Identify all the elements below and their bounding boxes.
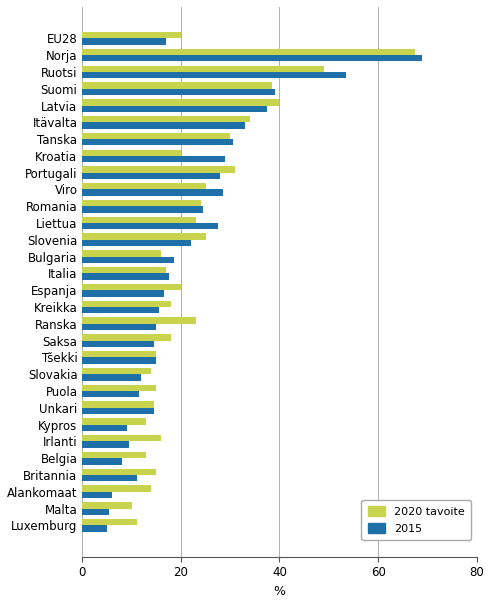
Bar — [82, 217, 196, 223]
Bar — [82, 385, 156, 391]
Bar — [82, 32, 181, 38]
Bar — [82, 189, 223, 196]
Bar — [82, 519, 136, 525]
Bar — [82, 200, 201, 206]
Bar — [82, 223, 218, 229]
Bar — [82, 318, 196, 324]
Bar — [82, 172, 220, 179]
Bar — [82, 368, 151, 374]
Bar — [82, 475, 136, 482]
Bar — [82, 418, 146, 425]
Bar — [82, 206, 203, 213]
Bar — [82, 38, 166, 45]
Bar — [82, 55, 422, 62]
Bar — [82, 358, 156, 364]
Bar — [82, 257, 173, 263]
Bar — [82, 391, 139, 397]
Bar — [82, 374, 141, 381]
Bar — [82, 408, 154, 414]
Bar — [82, 509, 109, 515]
Bar — [82, 442, 129, 448]
Bar — [82, 105, 267, 112]
Bar — [82, 284, 181, 290]
Bar — [82, 132, 230, 139]
Bar — [82, 240, 191, 246]
X-axis label: %: % — [273, 585, 285, 598]
Bar — [82, 273, 168, 280]
Bar — [82, 458, 122, 465]
Bar — [82, 502, 132, 509]
Legend: 2020 tavoite, 2015: 2020 tavoite, 2015 — [361, 500, 471, 540]
Bar — [82, 99, 279, 105]
Bar — [82, 250, 161, 257]
Bar — [82, 435, 161, 442]
Bar — [82, 452, 146, 458]
Bar — [82, 324, 156, 330]
Bar — [82, 139, 233, 145]
Bar — [82, 65, 324, 72]
Bar — [82, 82, 272, 89]
Bar — [82, 307, 159, 313]
Bar — [82, 267, 166, 273]
Bar — [82, 485, 151, 492]
Bar — [82, 402, 154, 408]
Bar — [82, 341, 154, 347]
Bar — [82, 290, 164, 296]
Bar — [82, 301, 171, 307]
Bar — [82, 149, 181, 156]
Bar — [82, 234, 206, 240]
Bar — [82, 351, 156, 358]
Bar — [82, 183, 206, 189]
Bar — [82, 525, 107, 532]
Bar — [82, 72, 346, 78]
Bar — [82, 49, 415, 55]
Bar — [82, 89, 274, 95]
Bar — [82, 469, 156, 475]
Bar — [82, 335, 171, 341]
Bar — [82, 116, 250, 122]
Bar — [82, 122, 245, 129]
Bar — [82, 156, 225, 162]
Bar — [82, 425, 127, 431]
Bar — [82, 492, 112, 498]
Bar — [82, 166, 235, 172]
